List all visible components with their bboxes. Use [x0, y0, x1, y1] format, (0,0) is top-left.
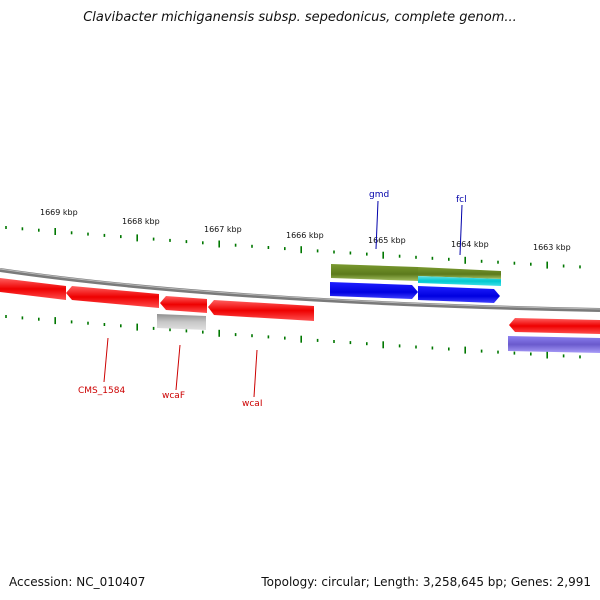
- blue-gene-arrow-fcl[interactable]: [418, 286, 500, 303]
- kbp-labels: 1669 kbp 1668 kbp 1667 kbp 1666 kbp 1665…: [40, 208, 571, 252]
- gene-label-cms1584[interactable]: CMS_1584: [78, 386, 125, 396]
- gene-labels: CMS_1584 wcaF wcaI gmd fcl: [78, 190, 467, 409]
- kbp-label-1664: 1664 kbp: [451, 240, 489, 249]
- blue-gene-arrow-gmd[interactable]: [330, 282, 418, 299]
- lower-strand-genes: [0, 278, 600, 353]
- gene-label-wcai[interactable]: wcaI: [242, 399, 262, 409]
- leader-cms1584: [103, 337, 109, 383]
- genome-backbone: [0, 268, 600, 312]
- leader-fcl: [459, 204, 463, 256]
- map-title: Clavibacter michiganensis subsp. sepedon…: [83, 10, 517, 25]
- cyan-gene-arrow[interactable]: [418, 276, 501, 286]
- gene-label-gmd[interactable]: gmd: [369, 190, 389, 200]
- gene-label-wcaf[interactable]: wcaF: [162, 391, 185, 401]
- genome-summary-text: Topology: circular; Length: 3,258,645 bp…: [261, 575, 591, 589]
- accession-text: Accession: NC_010407: [9, 575, 146, 589]
- purple-gene-arrow[interactable]: [508, 336, 600, 353]
- ruler-ticks-lower: [5, 315, 581, 359]
- leader-wcai: [253, 349, 258, 398]
- leader-gmd: [375, 200, 379, 250]
- gene-leader-lines: [103, 200, 463, 398]
- olive-gene-arrow[interactable]: [331, 264, 418, 281]
- red-gene-arrow-3[interactable]: [160, 296, 207, 313]
- gene-label-fcl[interactable]: fcl: [456, 195, 467, 205]
- red-gene-arrow-1[interactable]: [0, 278, 66, 300]
- kbp-label-1666: 1666 kbp: [286, 231, 324, 240]
- leader-wcaf: [175, 344, 181, 391]
- red-gene-arrow-5[interactable]: [509, 318, 600, 334]
- kbp-label-1665: 1665 kbp: [368, 236, 406, 245]
- upper-strand-genes: [330, 264, 501, 303]
- ruler-ticks-upper: [5, 226, 581, 269]
- olive-gene-arrow-2[interactable]: [418, 267, 501, 279]
- kbp-label-1663: 1663 kbp: [533, 243, 571, 252]
- red-gene-arrow-2[interactable]: [66, 286, 159, 308]
- kbp-label-1668: 1668 kbp: [122, 217, 160, 226]
- red-gene-arrow-4[interactable]: [208, 300, 314, 321]
- grey-gene-arrow[interactable]: [157, 314, 206, 330]
- kbp-label-1669: 1669 kbp: [40, 208, 78, 217]
- kbp-label-1667: 1667 kbp: [204, 225, 242, 234]
